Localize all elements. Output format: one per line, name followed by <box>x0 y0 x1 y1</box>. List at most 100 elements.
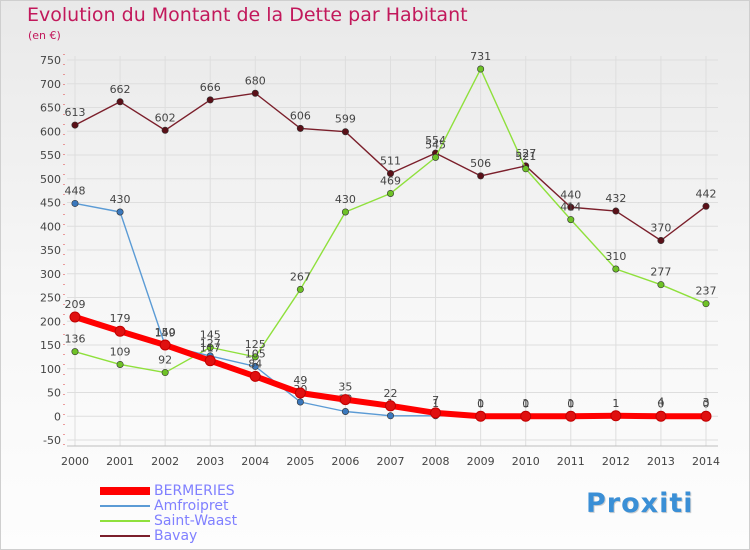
data-label: 105 <box>245 347 266 360</box>
data-point <box>296 285 304 293</box>
y-tick-label: 50 <box>47 387 61 400</box>
data-point <box>294 387 306 399</box>
data-point <box>567 216 575 224</box>
y-tick-label: 550 <box>40 149 61 162</box>
data-point <box>386 189 394 197</box>
data-label: 613 <box>65 106 86 119</box>
y-tick-label: 700 <box>40 78 61 91</box>
chart-title: Evolution du Montant de la Dette par Hab… <box>27 4 468 26</box>
data-point <box>206 96 214 104</box>
data-point <box>251 89 259 97</box>
data-label: 136 <box>65 333 86 346</box>
data-point <box>251 353 259 361</box>
data-label: 430 <box>335 193 356 206</box>
x-tick-label: 2010 <box>512 455 540 468</box>
data-label: 370 <box>650 222 671 235</box>
data-point <box>477 172 485 180</box>
data-label: 666 <box>200 81 221 94</box>
data-label: 35 <box>338 381 352 394</box>
data-point <box>249 370 261 382</box>
x-tick-label: 2004 <box>241 455 269 468</box>
data-point <box>475 410 487 422</box>
legend-swatch <box>100 487 150 495</box>
data-point <box>520 410 532 422</box>
data-point <box>69 311 81 323</box>
data-label: 731 <box>470 50 491 63</box>
data-point <box>700 410 712 422</box>
data-point <box>116 208 124 216</box>
legend-label: Saint-Waast <box>154 513 238 529</box>
data-point <box>296 124 304 132</box>
data-label: 680 <box>245 74 266 87</box>
data-point <box>565 410 577 422</box>
data-label: 1 <box>612 397 619 410</box>
x-tick-label: 2003 <box>196 455 224 468</box>
data-label: 0 <box>657 397 664 410</box>
data-label: 432 <box>605 192 626 205</box>
data-label: 84 <box>248 357 262 370</box>
data-label: 1 <box>567 397 574 410</box>
logo-text: Proxiti <box>586 488 694 519</box>
data-label: 209 <box>65 298 86 311</box>
data-point <box>386 170 394 178</box>
data-point <box>702 300 710 308</box>
data-label: 602 <box>155 111 176 124</box>
data-point <box>702 202 710 210</box>
data-label: 3 <box>703 396 710 409</box>
y-tick-label: -50 <box>43 434 61 447</box>
data-point <box>430 407 442 419</box>
data-point <box>386 412 394 420</box>
data-point <box>341 407 349 415</box>
data-point <box>71 121 79 129</box>
x-tick-label: 2007 <box>377 455 405 468</box>
data-point <box>71 348 79 356</box>
data-point <box>341 128 349 136</box>
x-tick-label: 2001 <box>106 455 134 468</box>
data-label: 662 <box>110 83 131 96</box>
data-label: 4 <box>657 395 664 408</box>
data-label: 310 <box>605 250 626 263</box>
data-point <box>522 165 530 173</box>
y-tick-label: 500 <box>40 173 61 186</box>
data-point <box>339 394 351 406</box>
y-tick-label: 150 <box>40 339 61 352</box>
data-point <box>296 398 304 406</box>
chart-subtitle: (en €) <box>28 29 61 42</box>
data-label: 606 <box>290 109 311 122</box>
x-tick-label: 2014 <box>692 455 720 468</box>
data-label: 179 <box>110 312 131 325</box>
legend-swatch <box>100 505 150 507</box>
data-label: 430 <box>110 193 131 206</box>
x-tick-label: 2011 <box>557 455 585 468</box>
y-tick-label: 400 <box>40 220 61 233</box>
data-point <box>657 237 665 245</box>
data-label: 1 <box>477 397 484 410</box>
y-tick-label: 600 <box>40 125 61 138</box>
data-label: 442 <box>696 187 717 200</box>
x-tick-label: 2012 <box>602 455 630 468</box>
data-label: 1 <box>432 397 439 410</box>
data-label: 414 <box>560 201 581 214</box>
data-point <box>612 265 620 273</box>
data-label: 0 <box>522 397 529 410</box>
y-tick-label: 0 <box>54 410 61 423</box>
data-label: 117 <box>200 342 221 355</box>
y-tick-label: 100 <box>40 363 61 376</box>
data-label: 599 <box>335 113 356 126</box>
data-point <box>161 369 169 377</box>
x-tick-label: 2002 <box>151 455 179 468</box>
y-tick-label: 450 <box>40 197 61 210</box>
data-point <box>161 126 169 134</box>
data-point <box>204 355 216 367</box>
data-label: 127 <box>200 337 221 350</box>
data-point <box>71 199 79 207</box>
data-point <box>432 153 440 161</box>
y-tick-label: 250 <box>40 292 61 305</box>
data-label: 554 <box>425 134 446 147</box>
data-point <box>251 362 259 370</box>
data-point <box>567 203 575 211</box>
data-point <box>657 281 665 289</box>
data-point <box>116 98 124 106</box>
x-tick-label: 2005 <box>286 455 314 468</box>
